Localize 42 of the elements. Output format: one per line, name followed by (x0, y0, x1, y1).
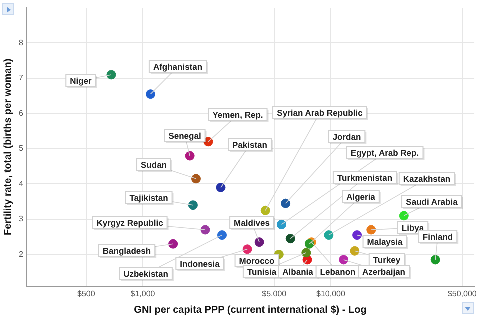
series-label: Morocco (239, 256, 275, 266)
text: Yemen, Rep. (212, 110, 264, 120)
text: Turkmenistan (337, 172, 393, 183)
series-label: Azerbaijan (362, 266, 406, 277)
text: Lebanon (320, 266, 356, 277)
y-axis-title: Fertility rate, total (births per woman) (2, 58, 14, 236)
text: Finland (422, 232, 454, 242)
y-tick-label: 2 (18, 250, 24, 259)
text: Tajikistan (130, 192, 168, 203)
series-label: Saudi Arabia (406, 196, 458, 207)
series-label: Malaysia (367, 236, 403, 247)
text: Uzbekistan (124, 268, 168, 279)
x-axis-title: GNI per capita PPP (current international $) - Log (134, 304, 367, 316)
text: Indonesia (180, 258, 220, 269)
y-tick-label: 4 (18, 179, 24, 188)
text: Pakistan (232, 140, 268, 150)
series-label: Senegal (168, 130, 202, 141)
y-tick-label: 5 (18, 144, 24, 154)
x-tick-label: $5,000 (262, 289, 288, 298)
y-tick-label: 7 (18, 74, 24, 83)
text: Bangladesh (102, 246, 152, 256)
text: Afghanistan (153, 62, 203, 72)
x-tick-label: $50,000 (448, 289, 478, 298)
series-label: Niger (70, 76, 93, 86)
x-tick-label: $1,000 (130, 289, 156, 298)
text: Libya (402, 222, 424, 233)
series-label: Turkey (373, 254, 401, 265)
text: Algeria (346, 192, 376, 202)
x-tick-label: $500 (77, 289, 96, 298)
series-label: Maldives (234, 218, 270, 228)
text: Kazakhstan (403, 174, 451, 184)
text: Egypt, Arab Rep. (350, 148, 420, 158)
text: Syrian Arab Republic (277, 108, 364, 118)
text: Kyrgyz Republic (96, 218, 164, 228)
text: Tunisia (247, 266, 277, 277)
text: Jordan (332, 132, 362, 142)
text: Sudan (141, 160, 167, 170)
y-tick-label: 6 (18, 108, 24, 118)
series-label: Albania (282, 266, 314, 277)
x-tick-label: $10,000 (316, 289, 346, 298)
y-tick-label: 3 (18, 214, 24, 224)
y-tick-label: 8 (18, 38, 24, 48)
